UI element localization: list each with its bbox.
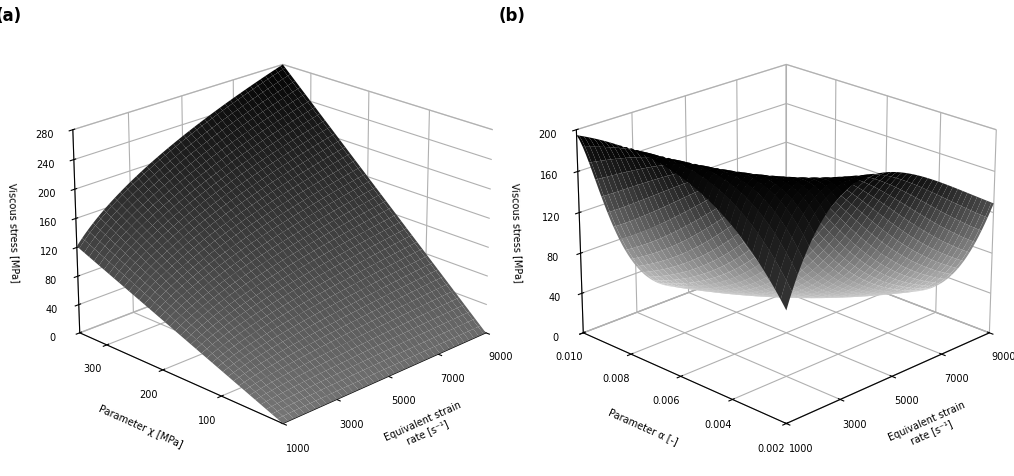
Text: (b): (b) [499, 7, 526, 25]
Text: (a): (a) [0, 7, 21, 25]
Y-axis label: Parameter α [-]: Parameter α [-] [607, 407, 679, 446]
Y-axis label: Parameter χ [MPa]: Parameter χ [MPa] [96, 404, 184, 450]
X-axis label: Equivalent strain
rate [s⁻¹]: Equivalent strain rate [s⁻¹] [383, 400, 467, 454]
X-axis label: Equivalent strain
rate [s⁻¹]: Equivalent strain rate [s⁻¹] [886, 400, 971, 454]
